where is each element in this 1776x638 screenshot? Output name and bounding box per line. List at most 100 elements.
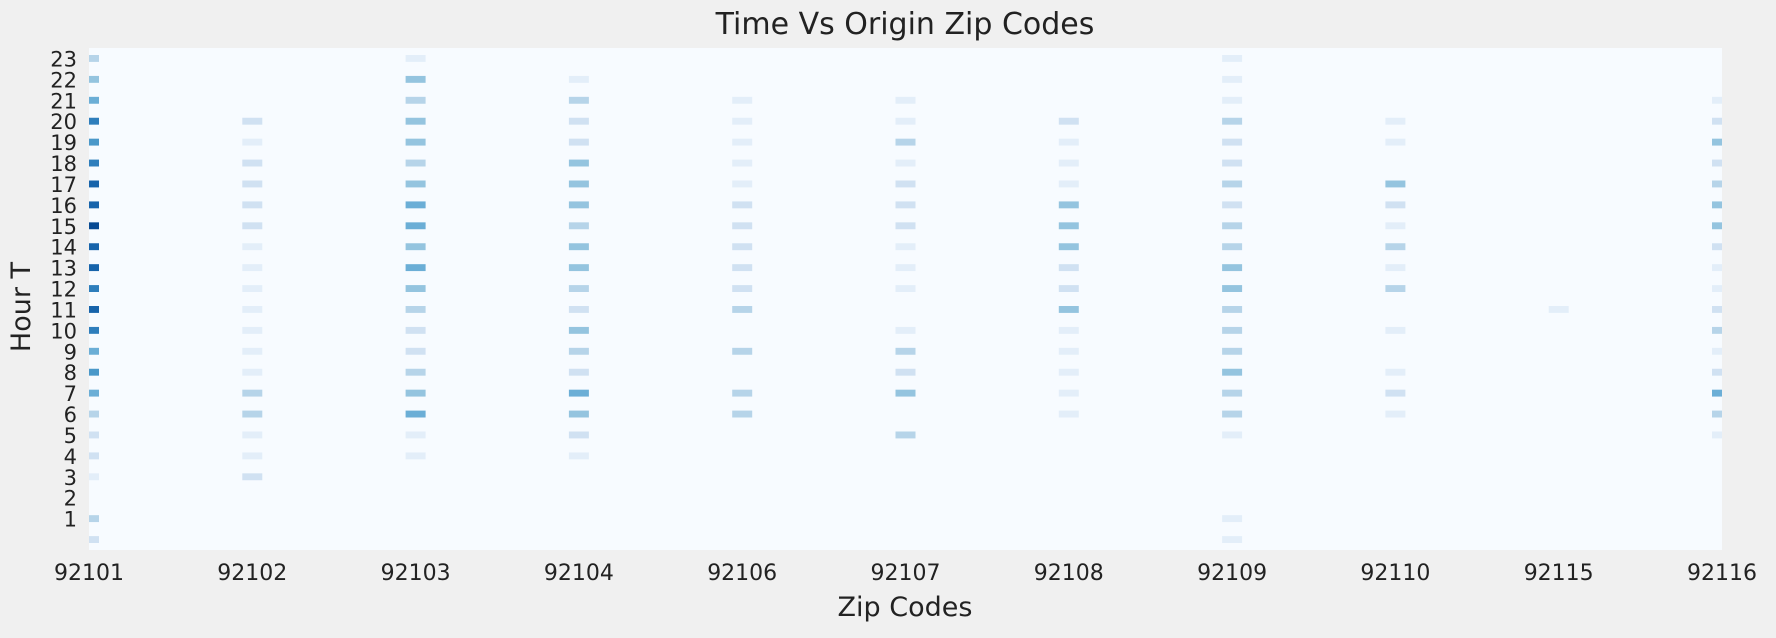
heatmap-cell	[895, 159, 916, 167]
heatmap-cell	[895, 222, 916, 230]
heatmap-cell	[89, 243, 99, 251]
heatmap-cell	[1222, 389, 1243, 397]
heatmap-cell	[1712, 96, 1722, 104]
heatmap-cell	[732, 180, 753, 188]
heatmap-cell	[568, 306, 589, 313]
heatmap-cell	[242, 368, 263, 376]
heatmap-cell	[1385, 180, 1406, 188]
y-tick-label: 10	[50, 319, 77, 343]
heatmap-cell	[895, 326, 916, 334]
heatmap-cell	[89, 222, 99, 230]
heatmap-cell	[405, 96, 426, 104]
heatmap-cell	[405, 452, 426, 460]
heatmap-cell	[895, 389, 916, 397]
heatmap-cell	[89, 117, 99, 125]
heatmap-cell	[732, 243, 753, 251]
heatmap-cell	[89, 264, 99, 272]
heatmap-cell	[1058, 201, 1079, 209]
heatmap-cell	[1058, 138, 1079, 146]
heatmap-cell	[89, 55, 99, 62]
x-tick-label: 92110	[1360, 561, 1430, 586]
heatmap-cell	[568, 96, 589, 104]
heatmap-cell	[242, 285, 263, 292]
heatmap-cell	[1548, 306, 1569, 313]
heatmap-cell	[405, 431, 426, 439]
heatmap-background	[89, 48, 1722, 550]
heatmap-cell	[405, 117, 426, 125]
heatmap-cell	[405, 306, 426, 313]
heatmap-cell	[1222, 285, 1243, 292]
heatmap-cell	[1058, 326, 1079, 334]
heatmap-cell	[1058, 389, 1079, 397]
heatmap-cell	[89, 180, 99, 188]
heatmap-cell	[568, 389, 589, 397]
heatmap-cell	[1058, 243, 1079, 251]
heatmap-cell	[1222, 347, 1243, 355]
heatmap-cell	[1222, 243, 1243, 251]
heatmap-cell	[89, 431, 99, 439]
heatmap-cell	[568, 243, 589, 251]
heatmap-cell	[568, 222, 589, 230]
heatmap-cell	[568, 431, 589, 439]
heatmap-cell	[89, 306, 99, 313]
x-tick-label: 92116	[1687, 561, 1757, 586]
y-tick-label: 17	[50, 173, 77, 197]
y-tick-label: 22	[50, 68, 77, 92]
x-tick-label: 92109	[1197, 561, 1267, 586]
heatmap-cell	[895, 368, 916, 376]
heatmap-cell	[89, 368, 99, 376]
heatmap-cell	[405, 138, 426, 146]
heatmap-cell	[568, 452, 589, 460]
heatmap-cell	[1058, 222, 1079, 230]
heatmap-cell	[1712, 159, 1722, 167]
heatmap-cell	[732, 222, 753, 230]
heatmap-cell	[1712, 306, 1722, 313]
y-axis-label: Hour T	[6, 261, 37, 352]
heatmap-cell	[1222, 410, 1243, 418]
heatmap-cell	[242, 306, 263, 313]
heatmap-cell	[568, 117, 589, 125]
heatmap-cell	[1712, 326, 1722, 334]
heatmap-cell	[89, 452, 99, 460]
heatmap-cell	[732, 264, 753, 272]
heatmap-cell	[568, 285, 589, 292]
x-tick-label: 92107	[871, 561, 941, 586]
heatmap-cell	[1712, 180, 1722, 188]
y-tick-label: 20	[50, 110, 77, 134]
heatmap-cell	[242, 410, 263, 418]
heatmap-cell	[242, 389, 263, 397]
heatmap-cell	[1222, 222, 1243, 230]
heatmap-cell	[89, 473, 99, 481]
heatmap-cell	[1222, 159, 1243, 167]
heatmap-cell	[1222, 368, 1243, 376]
heatmap-cell	[568, 75, 589, 83]
heatmap-cell	[405, 159, 426, 167]
heatmap-cell	[568, 326, 589, 334]
heatmap-cell	[89, 410, 99, 418]
heatmap-cell	[1385, 138, 1406, 146]
heatmap-cell	[1712, 243, 1722, 251]
heatmap-cell	[242, 222, 263, 230]
y-tick-label: 6	[64, 403, 77, 427]
heatmap-cell	[242, 431, 263, 439]
y-tick-label: 4	[64, 445, 77, 469]
heatmap-cell	[1385, 285, 1406, 292]
heatmap-cell	[242, 201, 263, 209]
heatmap-cell	[89, 75, 99, 83]
heatmap-cell	[1712, 389, 1722, 397]
heatmap-cell	[732, 347, 753, 355]
heatmap-cell	[242, 347, 263, 355]
heatmap-cell	[405, 222, 426, 230]
heatmap-cell	[242, 117, 263, 125]
heatmap-cell	[1385, 222, 1406, 230]
heatmap-cell	[405, 368, 426, 376]
heatmap-cell	[1222, 515, 1243, 523]
heatmap-cell	[405, 55, 426, 62]
heatmap-cell	[89, 96, 99, 104]
heatmap-cell	[732, 117, 753, 125]
heatmap-cell	[1712, 285, 1722, 292]
heatmap-cell	[89, 159, 99, 167]
heatmap-cell	[1712, 222, 1722, 230]
y-tick-label: 19	[50, 131, 77, 155]
